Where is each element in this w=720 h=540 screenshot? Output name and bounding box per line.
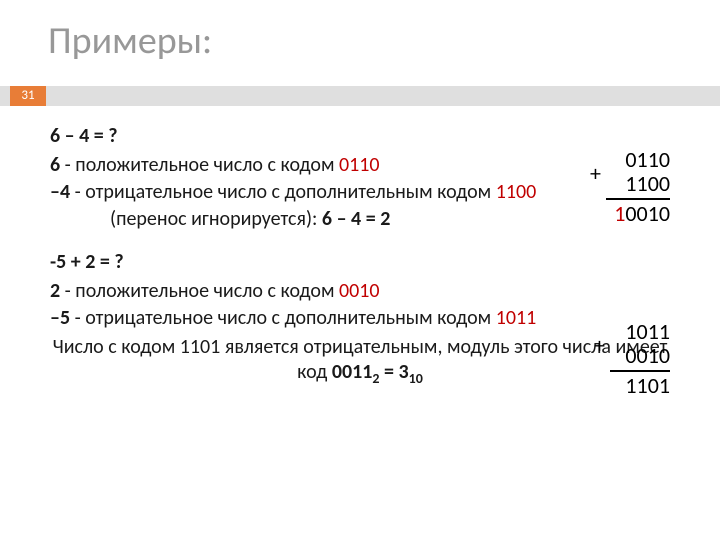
example2-line1-text: - положительное число с кодом <box>60 279 339 303</box>
example2-line3-dec: 3 <box>399 360 409 384</box>
example1-line1-code: 0110 <box>339 153 380 177</box>
example2-line2-text: - отрицательное число с дополнительным к… <box>70 306 496 330</box>
example2-line1: 2 - положительное число с кодом 0010 <box>50 279 670 304</box>
example2-line3-bincode: 0011 <box>332 360 373 384</box>
example2-question: -5 + 2 = ? <box>50 250 670 275</box>
stack1-carry-digit: 1 <box>614 200 625 227</box>
example2-line1-num: 2 <box>50 279 60 303</box>
example2-line1-code: 0010 <box>339 279 380 303</box>
example1-line1-text: - положительное число с кодом <box>60 153 339 177</box>
example2-addition-stack: + 1011 0010 1101 <box>610 320 670 399</box>
slide-body: 6 – 4 = ? 6 - положительное число с кодо… <box>50 124 670 390</box>
stack1-row-result: 10010 <box>606 198 670 226</box>
example2-line3: Число с кодом 1101 является отрицательны… <box>50 335 670 388</box>
example1-line3-text: (перенос игнорируется): <box>110 207 322 231</box>
plus-sign: + <box>594 334 605 358</box>
example1-line1-num: 6 <box>50 153 60 177</box>
example2-line2-code: 1011 <box>496 306 537 330</box>
stack1-row-top: 0110 <box>606 148 670 172</box>
example2-line3-sub-dec: 10 <box>409 370 423 387</box>
example1-line2: –4 - отрицательное число с дополнительны… <box>50 180 670 205</box>
example1-line2-code: 1100 <box>496 180 537 204</box>
example1-line1: 6 - положительное число с кодом 0110 <box>50 153 670 178</box>
title-separator-bar: 31 <box>0 86 720 106</box>
page-number-badge: 31 <box>10 86 46 106</box>
stack2-row-mid: 0010 <box>610 344 670 368</box>
example2-line2-num: –5 <box>50 306 70 330</box>
example2-line2: –5 - отрицательное число с дополнительны… <box>50 306 670 331</box>
example1-line2-num: –4 <box>50 180 70 204</box>
stack1-row-mid: 1100 <box>606 172 670 196</box>
example1-addition-stack: + 0110 1100 10010 <box>606 148 670 227</box>
stack2-row-result: 1101 <box>610 370 670 398</box>
example1-line3-result: 6 – 4 = 2 <box>322 207 390 231</box>
example2-line3-eq: = <box>379 360 398 384</box>
example1-line2-text: - отрицательное число с дополнительным к… <box>70 180 496 204</box>
stack1-result-digits: 0010 <box>625 200 670 227</box>
example1-question: 6 – 4 = ? <box>50 124 670 149</box>
stack2-row-top: 1011 <box>610 320 670 344</box>
plus-sign: + <box>590 162 601 186</box>
slide-title: Примеры: <box>48 18 212 64</box>
example1-line3: (перенос игнорируется): 6 – 4 = 2 <box>50 207 670 232</box>
